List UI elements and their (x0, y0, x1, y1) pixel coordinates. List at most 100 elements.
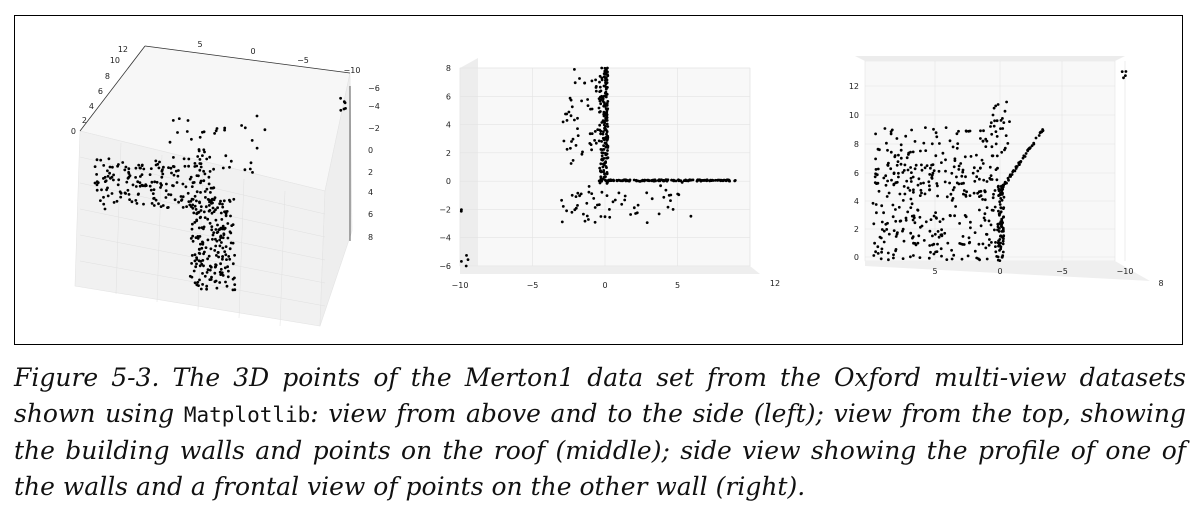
middle-point (576, 116, 579, 120)
right-point (982, 178, 986, 182)
right-point (979, 166, 982, 170)
middle-x-tick-label: 0 (602, 281, 607, 290)
right-point (936, 230, 940, 233)
middle-point (605, 86, 608, 90)
middle-point (699, 178, 702, 182)
right-point (939, 247, 943, 251)
left-point (214, 279, 218, 283)
right-point (887, 258, 890, 262)
left-point (152, 188, 156, 192)
middle-point (606, 149, 609, 152)
right-point (981, 139, 985, 143)
left-point (181, 206, 185, 209)
right-point (989, 125, 992, 128)
middle-point (598, 166, 602, 170)
middle-point (620, 179, 624, 183)
right-point (894, 208, 897, 211)
right-point (1005, 100, 1008, 104)
plot-middle-svg: −10 −5 0 5 8 6 4 2 0 −2 −4 −6 12 (439, 58, 780, 290)
left-point (202, 169, 206, 173)
left-point (210, 225, 214, 229)
middle-point (604, 68, 608, 72)
middle-point (573, 81, 577, 85)
middle-point (587, 218, 590, 221)
left-point (214, 263, 218, 267)
left-z-tick-label: 8 (368, 233, 373, 242)
right-point (997, 193, 1001, 197)
middle-point (586, 104, 590, 107)
left-point (197, 226, 201, 230)
middle-point (599, 89, 603, 93)
left-point (198, 235, 202, 238)
right-point (940, 254, 943, 258)
left-point (224, 214, 228, 218)
left-point (212, 231, 216, 235)
left-point (210, 211, 214, 215)
right-point (973, 179, 977, 183)
right-point (960, 174, 964, 178)
left-point (152, 204, 156, 207)
right-point (997, 230, 1001, 233)
right-point (1003, 148, 1006, 152)
middle-point (608, 208, 611, 211)
middle-point (646, 178, 649, 182)
middle-point (596, 128, 600, 131)
middle-point (604, 82, 608, 86)
left-point (202, 179, 206, 183)
left-point (159, 205, 163, 209)
left-point (216, 251, 220, 254)
right-y-tick-label: 10 (849, 111, 859, 120)
right-point (952, 186, 956, 189)
left-point (206, 198, 210, 201)
left-point (127, 167, 131, 171)
middle-point (669, 193, 673, 197)
left-point (202, 130, 206, 134)
left-point (185, 205, 189, 209)
middle-point (594, 86, 598, 89)
left-point (221, 236, 225, 240)
left-point (183, 164, 187, 168)
middle-point (606, 66, 609, 70)
left-point (100, 188, 103, 192)
left-point (126, 188, 130, 192)
left-x-tick-label: 5 (197, 40, 202, 49)
left-point (193, 194, 197, 198)
middle-point (570, 193, 574, 197)
right-point (1001, 127, 1005, 130)
right-point (903, 163, 907, 167)
right-point (883, 127, 887, 130)
middle-point (652, 179, 656, 183)
left-point (157, 202, 160, 206)
middle-point (594, 78, 597, 82)
middle-point (601, 132, 605, 136)
right-point (895, 163, 899, 167)
left-point (112, 178, 115, 182)
left-point (158, 160, 161, 164)
right-point (917, 177, 921, 181)
right-point (934, 154, 938, 158)
left-point (135, 202, 139, 205)
left-point (172, 184, 175, 188)
middle-y-tick-label: 6 (446, 92, 451, 101)
left-point (159, 186, 162, 189)
left-point (201, 259, 205, 262)
right-point (873, 175, 877, 179)
left-point (226, 222, 230, 225)
left-point (110, 192, 114, 195)
left-point (233, 253, 237, 257)
middle-point (650, 197, 654, 201)
right-point (955, 132, 959, 136)
right-point (913, 242, 917, 245)
right-point (948, 139, 952, 143)
right-point (874, 157, 877, 161)
middle-point (605, 107, 609, 111)
left-point (226, 275, 230, 279)
left-point (123, 168, 127, 172)
right-point (885, 195, 889, 198)
left-point (191, 198, 195, 201)
right-point (955, 175, 958, 179)
right-point (975, 175, 979, 179)
middle-point (590, 192, 594, 196)
right-point (902, 185, 906, 188)
right-point (934, 211, 937, 215)
